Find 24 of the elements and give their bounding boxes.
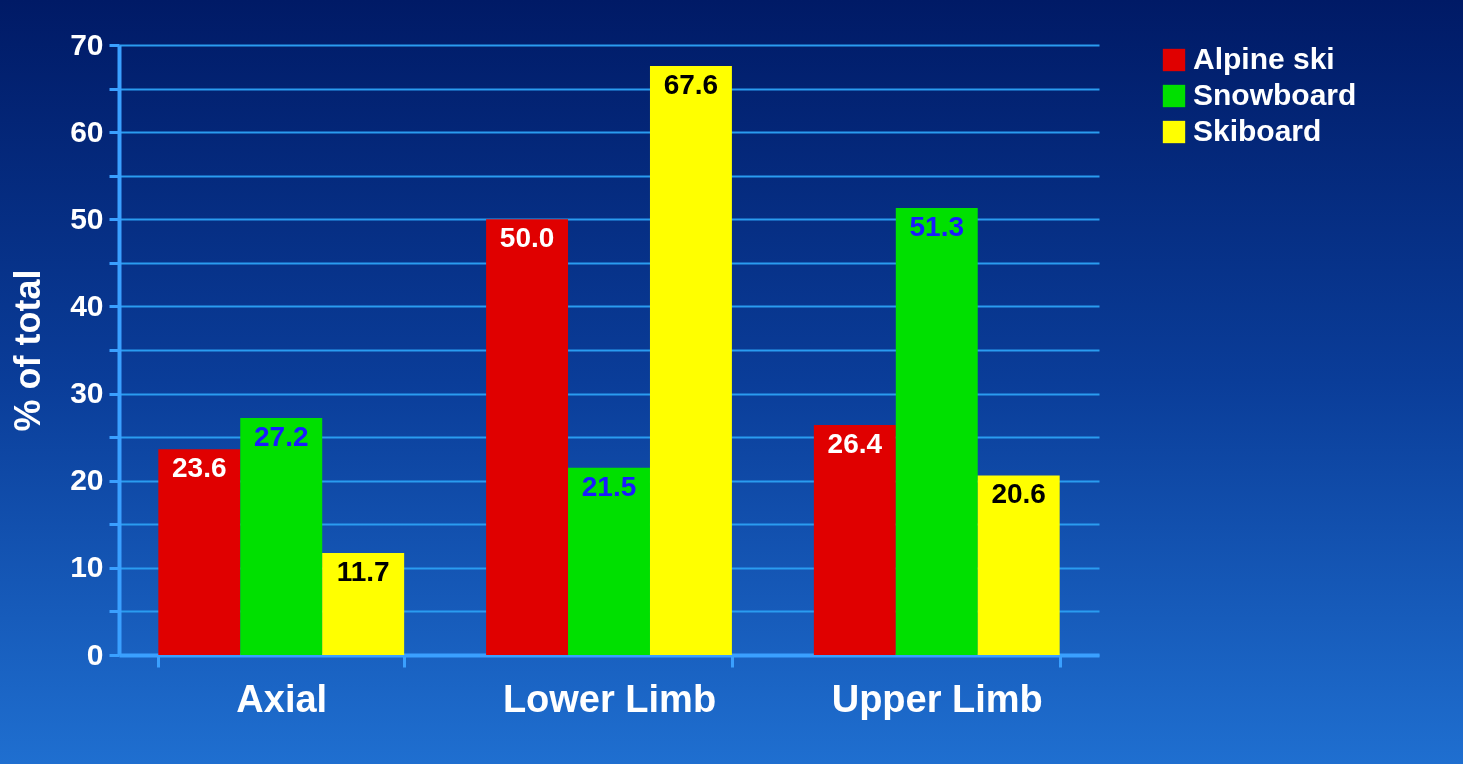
x-tick-label: Axial: [236, 677, 328, 720]
y-tick-label: 70: [70, 27, 104, 61]
data-label: 67.6: [663, 68, 719, 100]
legend-label: Snowboard: [1193, 78, 1357, 111]
data-label: 26.4: [827, 427, 883, 459]
y-tick-label: 0: [86, 637, 104, 671]
data-label: 20.6: [991, 478, 1046, 510]
data-label: 21.5: [581, 470, 637, 502]
legend-label: Alpine ski: [1193, 42, 1335, 75]
y-tick-label: 20: [70, 463, 104, 497]
x-tick-label: Upper Limb: [831, 677, 1043, 720]
data-label: 11.7: [336, 556, 390, 588]
legend-label: Skiboard: [1193, 114, 1322, 147]
y-tick-label: 60: [70, 114, 104, 148]
y-tick-label: 40: [70, 288, 104, 322]
data-label: 23.6: [172, 452, 227, 484]
y-axis-title: % of total: [7, 269, 49, 432]
y-tick-label: 30: [70, 376, 104, 410]
data-label: 50.0: [499, 222, 555, 254]
data-label: 27.2: [253, 420, 309, 452]
y-tick-label: 10: [70, 550, 104, 584]
y-tick-label: 50: [70, 201, 104, 235]
x-tick-label: Lower Limb: [502, 677, 717, 720]
data-label: 51.3: [909, 210, 965, 242]
